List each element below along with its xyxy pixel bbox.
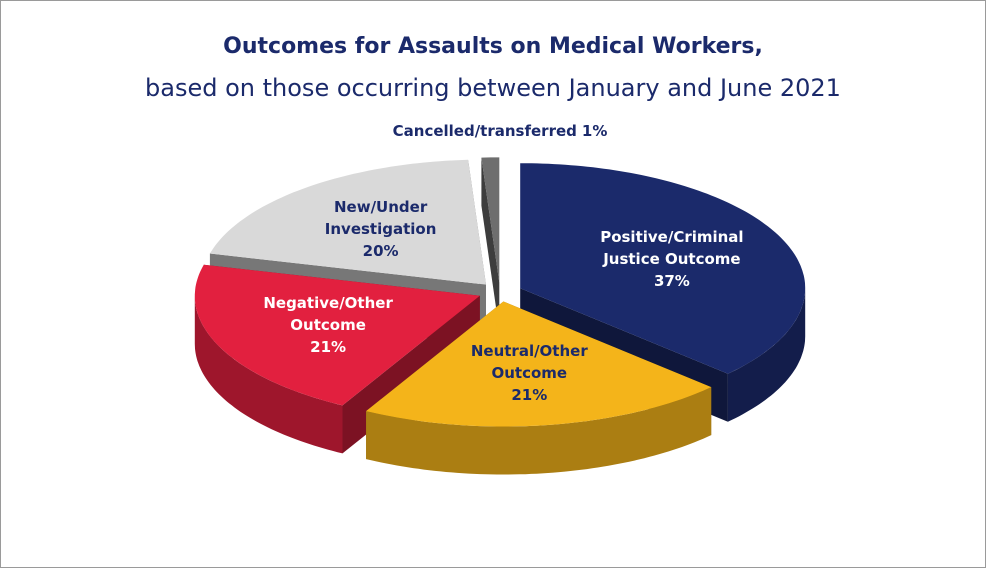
data-label-value: 21%: [310, 337, 347, 356]
data-label-category: Positive/Criminal Justice Outcome: [600, 228, 744, 269]
slice: [209, 159, 486, 285]
chart-title: Outcomes for Assaults on Medical Workers…: [223, 34, 763, 59]
data-label-category: Negative/Other Outcome: [263, 293, 393, 334]
slice-side: [727, 288, 806, 422]
slice-edge: [481, 157, 500, 331]
data-label-value: 37%: [653, 272, 690, 291]
data-label-category: Neutral/Other Outcome: [470, 342, 588, 383]
data-label-category: New/Under Investigation: [324, 197, 437, 238]
data-label: Negative/Other Outcome 21%: [243, 292, 413, 358]
data-label-category: Cancelled/transferred: [392, 122, 577, 140]
chart-subtitle: based on those occurring between January…: [145, 74, 841, 102]
data-label: Positive/Criminal Justice Outcome 37%: [587, 226, 757, 292]
slice-side: [366, 387, 712, 475]
data-label-value: 20%: [362, 241, 399, 260]
data-label: Cancelled/transferred 1%: [300, 122, 700, 140]
data-label: New/Under Investigation 20%: [296, 196, 466, 262]
slice: [481, 157, 500, 283]
slice: [520, 163, 806, 374]
slice: [194, 264, 480, 406]
data-label-value: 21%: [511, 386, 548, 405]
data-label-value: 1%: [581, 122, 608, 140]
slice: [366, 301, 712, 427]
slice-side: [194, 295, 343, 454]
data-label: Neutral/Other Outcome 21%: [444, 340, 614, 406]
